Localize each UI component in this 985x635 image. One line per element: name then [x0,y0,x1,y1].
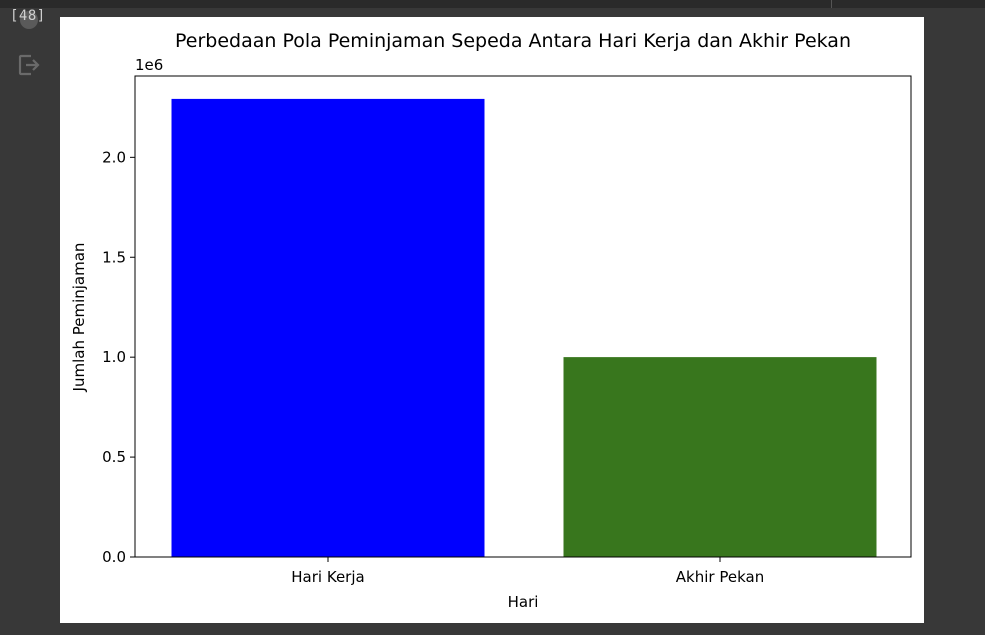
plot-frame [134,75,912,558]
chart-figure: Perbedaan Pola Peminjaman Sepeda Antara … [60,17,924,623]
bar-hari-kerja [171,98,485,557]
y-tick-label: 1.0 [102,348,126,366]
y-axis-label: Jumlah Peminjaman [70,243,88,393]
exit-output-icon[interactable] [17,53,43,77]
cell-gutter: [48] [0,0,60,635]
x-tick-label: Akhir Pekan [676,568,764,586]
bar-chart: Perbedaan Pola Peminjaman Sepeda Antara … [70,30,912,611]
y-offset-label: 1e6 [135,56,163,74]
execution-count: [48] [10,8,46,24]
x-tick-label: Hari Kerja [291,568,364,586]
execution-indicator [20,11,38,29]
bar-akhir-pekan [563,357,877,557]
y-tick-label: 2.0 [102,148,126,166]
chart-title: Perbedaan Pola Peminjaman Sepeda Antara … [175,30,851,52]
y-tick-label: 0.5 [102,448,126,466]
y-tick-label: 0.0 [102,548,126,566]
x-axis-label: Hari [508,593,539,611]
top-bar-divider [831,0,832,8]
top-bar [0,0,985,8]
y-tick-label: 1.5 [102,248,126,266]
